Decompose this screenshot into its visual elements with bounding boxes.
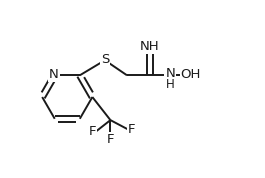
Text: H: H <box>166 78 175 91</box>
Text: N: N <box>49 68 59 81</box>
Text: NH: NH <box>140 40 160 53</box>
Text: N: N <box>165 67 175 80</box>
Text: S: S <box>101 53 109 66</box>
Text: OH: OH <box>181 68 201 81</box>
Text: F: F <box>89 125 96 138</box>
Text: F: F <box>128 123 136 136</box>
Text: F: F <box>107 133 114 146</box>
